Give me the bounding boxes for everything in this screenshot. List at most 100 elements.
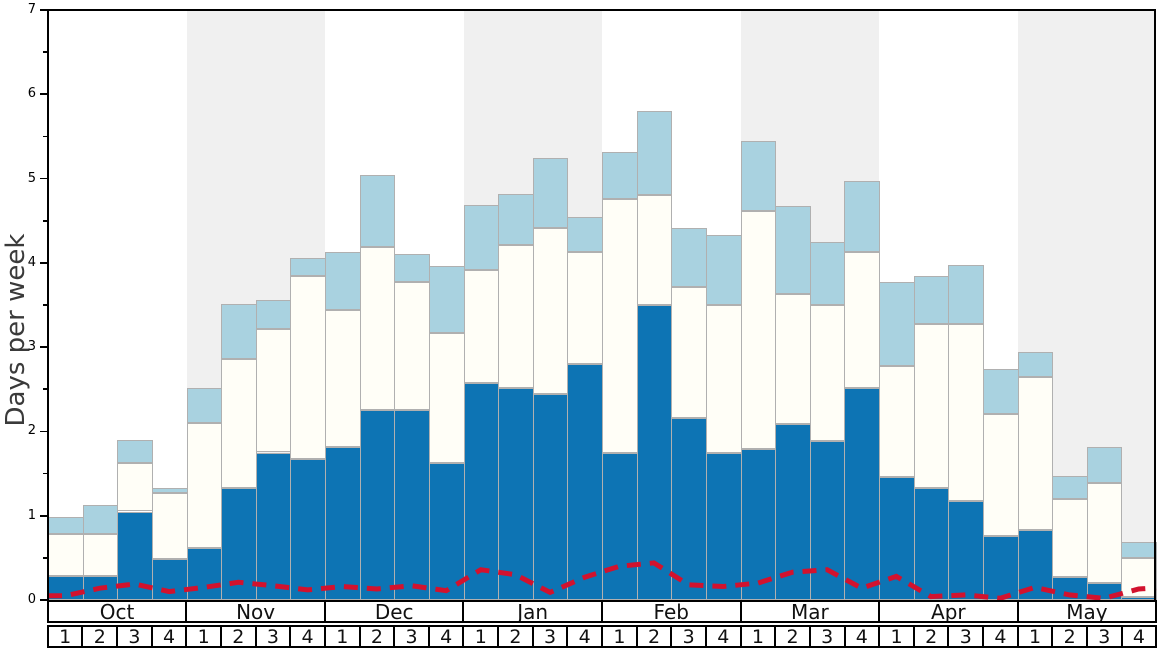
y-tick-label-5: 5 xyxy=(27,170,36,186)
week-cell-apr-1: 1 xyxy=(880,627,915,646)
week-cell-nov-3: 3 xyxy=(257,627,292,646)
y-minor-tick xyxy=(43,304,48,306)
right-spine xyxy=(1154,9,1157,601)
bar-segment-white xyxy=(1017,376,1054,531)
bar-segment-white xyxy=(498,245,534,388)
left-spine xyxy=(46,9,49,601)
week-cell-mar-2: 2 xyxy=(776,627,811,646)
week-cell-nov-4: 4 xyxy=(291,627,326,646)
top-spine xyxy=(46,9,1157,12)
week-cell-mar-1: 1 xyxy=(742,627,777,646)
bar-segment-white xyxy=(394,282,430,411)
bar-segment-dark-blue xyxy=(532,394,569,600)
week-cell-may-3: 3 xyxy=(1088,627,1123,646)
bar-segment-dark-blue xyxy=(602,453,638,600)
y-major-tick-4 xyxy=(39,261,48,264)
week-cell-feb-3: 3 xyxy=(672,627,707,646)
month-cell-dec: Dec xyxy=(326,602,465,621)
y-major-tick-5 xyxy=(39,177,48,180)
y-tick-label-1: 1 xyxy=(27,507,36,523)
bar-segment-light-blue xyxy=(879,282,915,366)
bar-segment-white xyxy=(636,194,673,305)
bar-segment-white xyxy=(913,323,950,488)
bar-segment-light-blue xyxy=(428,266,465,333)
week-cell-may-1: 1 xyxy=(1019,627,1054,646)
bar-segment-dark-blue xyxy=(325,447,361,600)
y-tick-label-7: 7 xyxy=(27,2,36,17)
month-label-row: Oct Nov Dec Jan Feb Mar Apr May xyxy=(46,600,1158,623)
y-major-tick-0 xyxy=(39,599,48,601)
bar-segment-white xyxy=(1086,482,1123,584)
y-major-tick-1 xyxy=(39,514,48,517)
month-cell-feb: Feb xyxy=(603,602,742,621)
week-cell-dec-1: 1 xyxy=(326,627,361,646)
bar-segment-dark-blue xyxy=(290,459,326,600)
y-tick-label-4: 4 xyxy=(27,254,36,270)
week-cell-apr-3: 3 xyxy=(949,627,985,646)
bar-segment-dark-blue xyxy=(671,417,707,600)
bar-segment-dark-blue xyxy=(498,387,534,600)
week-cell-may-2: 2 xyxy=(1053,627,1089,646)
week-cell-jan-1: 1 xyxy=(464,627,500,646)
bar-segment-white xyxy=(221,358,257,488)
y-minor-tick xyxy=(43,472,48,475)
bar-segment-white xyxy=(463,270,500,383)
bar-segment-white xyxy=(809,305,846,441)
red-dashed-line xyxy=(48,560,1157,601)
week-cell-oct-3: 3 xyxy=(118,627,153,646)
bar-segment-dark-blue xyxy=(359,410,396,600)
bar-segment-white xyxy=(602,198,638,454)
week-cell-feb-4: 4 xyxy=(707,627,742,646)
bar-segment-light-blue xyxy=(705,235,742,305)
y-tick-label-2: 2 xyxy=(27,423,36,439)
bar-segment-light-blue xyxy=(636,111,673,195)
week-cell-dec-3: 3 xyxy=(395,627,430,646)
week-cell-jan-3: 3 xyxy=(534,627,569,646)
bar-segment-white xyxy=(740,211,777,450)
month-cell-jan: Jan xyxy=(464,602,603,621)
bar-segment-light-blue xyxy=(359,175,396,247)
bar-segment-light-blue xyxy=(186,387,223,423)
bar-segment-light-blue xyxy=(1121,541,1157,558)
bar-segment-white xyxy=(186,423,223,548)
month-cell-may: May xyxy=(1066,602,1108,621)
week-cell-oct-1: 1 xyxy=(49,627,84,646)
y-minor-tick xyxy=(43,388,48,391)
week-cell-oct-2: 2 xyxy=(83,627,119,646)
week-cell-mar-4: 4 xyxy=(846,627,881,646)
bar-segment-white xyxy=(567,251,603,364)
bar-segment-light-blue xyxy=(775,205,811,295)
week-cell-feb-1: 1 xyxy=(603,627,638,646)
y-major-tick-3 xyxy=(39,346,48,349)
plot-area xyxy=(48,10,1157,601)
bar-segment-light-blue xyxy=(463,204,500,271)
bar-segment-light-blue xyxy=(394,253,430,283)
week-cell-apr-2: 2 xyxy=(915,627,950,646)
bar-segment-dark-blue xyxy=(740,449,777,600)
month-cell-mar: Mar xyxy=(742,602,881,621)
y-major-tick-2 xyxy=(39,430,48,433)
bar-segment-dark-blue xyxy=(428,462,465,600)
week-cell-jan-2: 2 xyxy=(499,627,534,646)
red-dashed-line-layer xyxy=(48,560,1157,601)
bar-segment-dark-blue xyxy=(705,453,742,600)
bar-segment-light-blue xyxy=(982,369,1019,414)
bar-segment-light-blue xyxy=(567,216,603,252)
y-minor-tick xyxy=(43,219,48,222)
week-cell-nov-2: 2 xyxy=(222,627,257,646)
bar-segment-light-blue xyxy=(117,439,153,464)
bar-segment-light-blue xyxy=(740,140,777,212)
month-cell-oct: Oct xyxy=(49,602,188,621)
y-minor-tick xyxy=(43,135,48,138)
bar-segment-light-blue xyxy=(532,157,569,229)
bar-segment-white xyxy=(1052,498,1088,578)
week-cell-feb-2: 2 xyxy=(638,627,673,646)
y-tick-label-0: 0 xyxy=(27,592,36,607)
week-cell-may-4: 4 xyxy=(1132,627,1146,646)
bar-segment-light-blue xyxy=(948,264,984,324)
y-tick-label-3: 3 xyxy=(27,339,36,355)
y-major-tick-7 xyxy=(39,9,48,11)
y-axis-label: Days per week xyxy=(1,233,31,427)
bar-segment-white xyxy=(671,287,707,418)
